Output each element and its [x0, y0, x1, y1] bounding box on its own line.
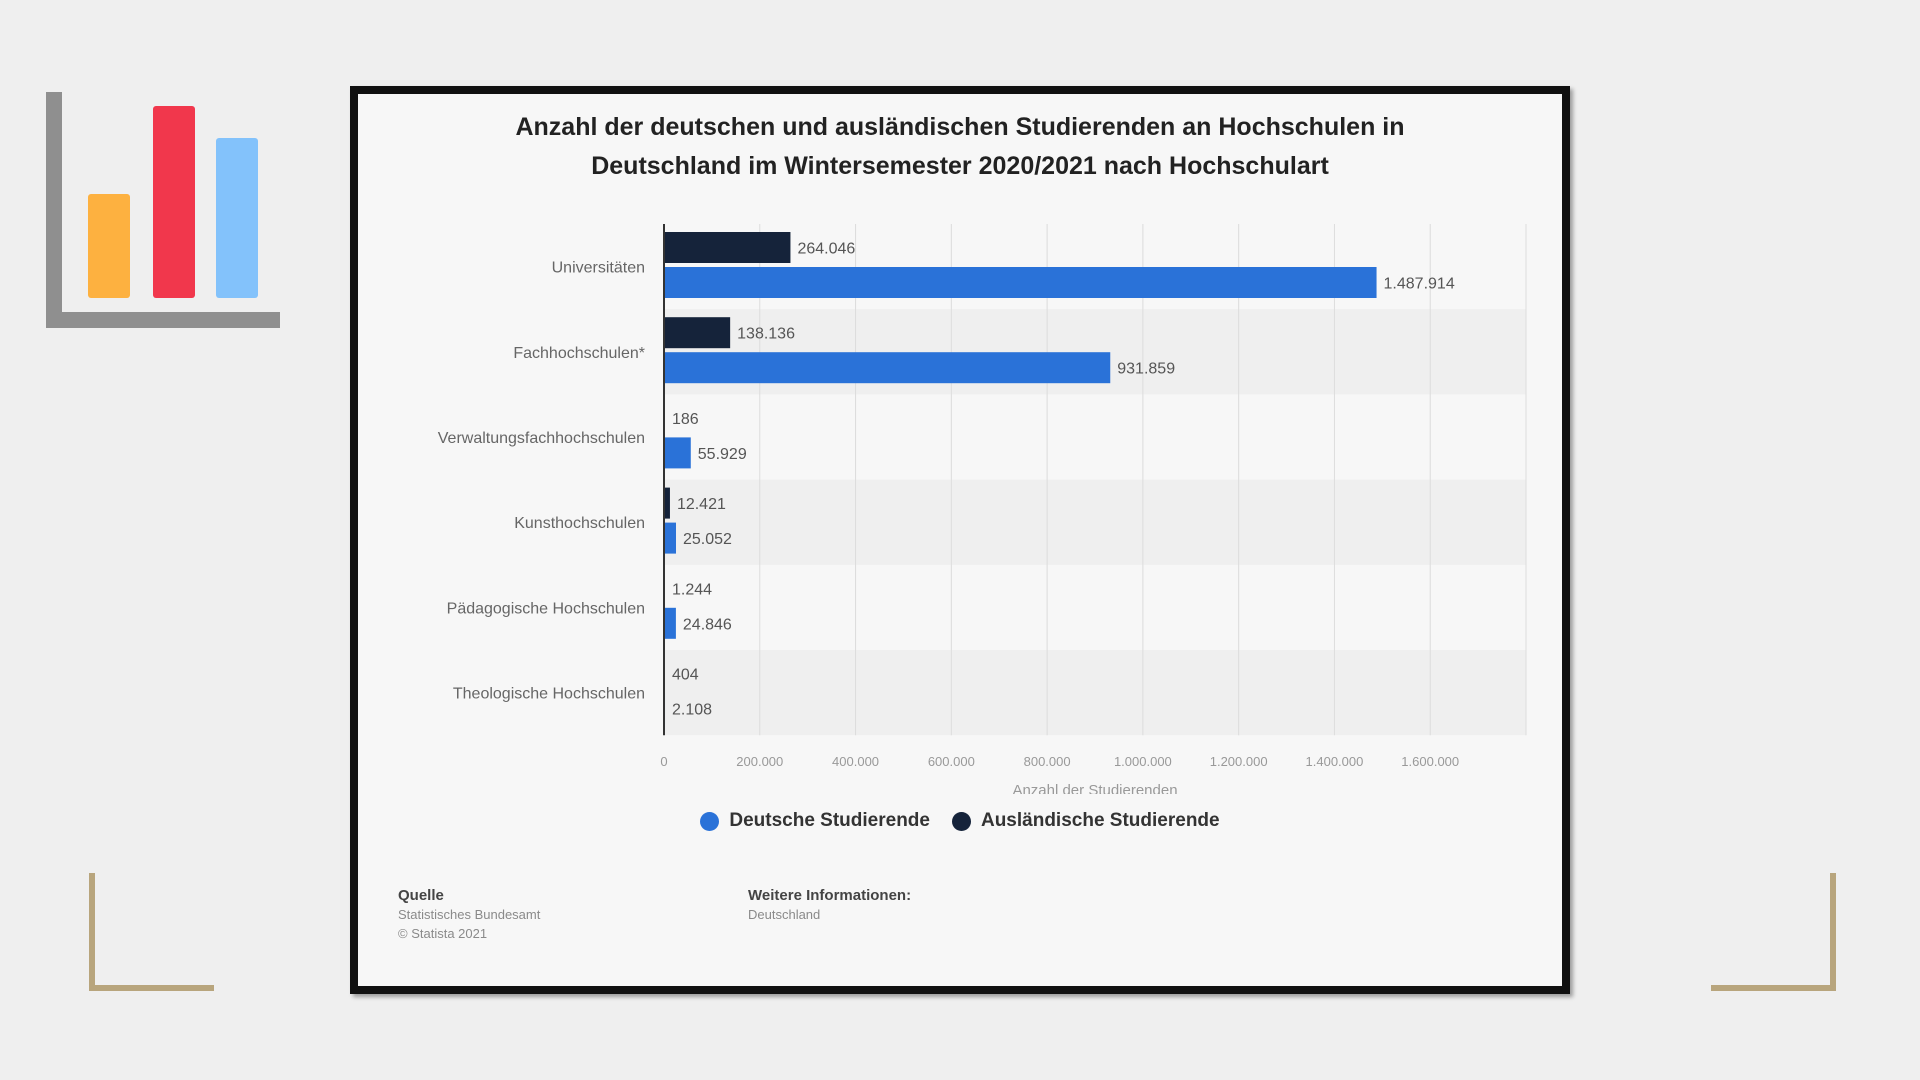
category-label: Verwaltungsfachhochschulen [438, 430, 645, 447]
data-label: 24.846 [683, 616, 732, 633]
source-line: Statistisches Bundesamt [398, 907, 541, 922]
x-tick-label: 0 [660, 754, 667, 769]
legend-label-deutsche: Deutsche Studierende [729, 810, 930, 831]
bar-chart-icon [46, 92, 280, 328]
legend-label-auslaendische: Ausländische Studierende [980, 810, 1220, 831]
info-heading[interactable]: Weitere Informationen: [748, 887, 912, 904]
source-block: Quelle Statistisches Bundesamt © Statist… [398, 886, 540, 943]
chart-title: Anzahl der deutschen und ausländischen S… [358, 108, 1562, 186]
x-tick-label: 200.000 [736, 754, 783, 769]
x-tick-label: 1.000.000 [1114, 754, 1172, 769]
chart-title-line-2: Deutschland im Wintersemester 2020/2021 … [591, 152, 1329, 180]
bar [664, 522, 676, 554]
row-band [664, 479, 1526, 565]
x-tick-label: 1.400.000 [1306, 754, 1364, 769]
bar [664, 607, 676, 639]
chart-title-line-1: Anzahl der deutschen und ausländischen S… [515, 113, 1405, 141]
corner-bracket-left [89, 873, 214, 991]
data-label: 25.052 [683, 531, 732, 548]
source-heading: Quelle [398, 887, 444, 904]
corner-bracket-right [1711, 873, 1836, 991]
info-block: Weitere Informationen: Deutschland [748, 886, 911, 924]
category-label: Fachhochschulen* [513, 345, 645, 362]
data-label: 931.859 [1117, 361, 1175, 378]
category-label: Pädagogische Hochschulen [447, 600, 645, 617]
data-label: 138.136 [737, 326, 795, 343]
legend-dot-auslaendische-icon [951, 811, 971, 831]
bar [664, 487, 670, 519]
row-band [664, 650, 1526, 736]
legend-item-deutsche[interactable]: Deutsche Studierende [700, 810, 930, 832]
x-tick-label: 600.000 [928, 754, 975, 769]
data-label: 404 [672, 667, 699, 684]
chart-panel: Anzahl der deutschen und ausländischen S… [350, 86, 1570, 994]
bar [664, 352, 1111, 384]
chart-legend: Deutsche Studierende Ausländische Studie… [358, 810, 1562, 832]
bar-chart: Universitäten 264.046 1.487.914 Fachhochsch… [438, 224, 1527, 794]
x-tick-label: 800.000 [1024, 754, 1071, 769]
data-label: 2.108 [672, 702, 712, 719]
category-label: Theologische Hochschulen [453, 686, 645, 703]
bar [664, 267, 1377, 298]
bar [664, 437, 691, 469]
data-label: 1.244 [672, 581, 712, 598]
info-line: Deutschland [748, 907, 821, 922]
data-label: 12.421 [677, 496, 726, 513]
legend-dot-deutsche-icon [700, 811, 720, 831]
bar [664, 317, 731, 349]
data-label: 264.046 [797, 241, 855, 258]
bar [664, 232, 791, 263]
category-label: Universitäten [552, 260, 645, 277]
data-label: 55.929 [698, 446, 747, 463]
data-label: 186 [672, 411, 699, 428]
category-label: Kunsthochschulen [514, 515, 645, 532]
x-axis-title: Anzahl der Studierenden [1012, 782, 1177, 794]
x-tick-label: 1.600.000 [1401, 754, 1459, 769]
x-tick-label: 400.000 [832, 754, 879, 769]
data-label: 1.487.914 [1384, 276, 1455, 293]
legend-item-auslaendische[interactable]: Ausländische Studierende [951, 810, 1220, 832]
copyright-line: © Statista 2021 [398, 926, 488, 941]
x-tick-label: 1.200.000 [1210, 754, 1268, 769]
